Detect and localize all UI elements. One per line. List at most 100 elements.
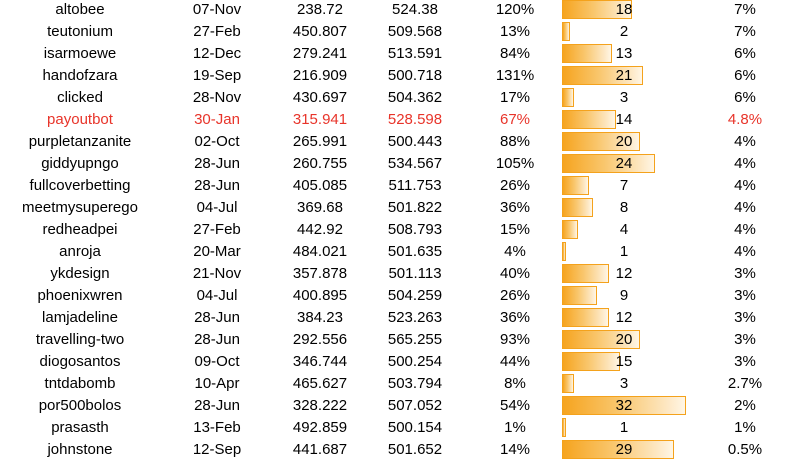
percent-cell: 4%	[504, 243, 526, 260]
table-row[interactable]: fullcoverbetting 28-Jun 405.085 511.753 26% 7…	[0, 175, 791, 197]
user-name-cell: handofzara	[42, 67, 118, 84]
table-row[interactable]: meetmysuperego 04-Jul 369.68 501.822 36% 8 4%	[0, 197, 791, 219]
value-a-cell: 450.807	[292, 23, 348, 40]
data-bar	[562, 66, 643, 85]
value-b-cell: 509.568	[387, 23, 443, 40]
percent-cell: 13%	[499, 23, 531, 40]
table-row[interactable]: por500bolos 28-Jun 328.222 507.052 54% 32 2%	[0, 395, 791, 417]
table-row[interactable]: diogosantos 09-Oct 346.744 500.254 44% 15 3%	[0, 351, 791, 373]
table-row[interactable]: redheadpei 27-Feb 442.92 508.793 15% 4 4%	[0, 219, 791, 241]
value-a-cell: 405.085	[292, 177, 348, 194]
table-row[interactable]: ykdesign 21-Nov 357.878 501.113 40% 12 3%	[0, 263, 791, 285]
count-value: 15	[615, 353, 633, 370]
share-cell: 4%	[734, 221, 756, 238]
user-name-cell: lamjadeline	[42, 309, 118, 326]
value-b-cell: 534.567	[387, 155, 443, 172]
date-cell: 27-Feb	[193, 221, 241, 238]
value-a-cell: 492.859	[292, 419, 348, 436]
data-bar	[562, 154, 655, 173]
date-cell: 28-Jun	[194, 397, 240, 414]
value-b-cell: 501.113	[388, 265, 442, 282]
value-b-cell: 500.254	[387, 353, 443, 370]
value-b-cell: 501.822	[387, 199, 443, 216]
value-a-cell: 279.241	[292, 45, 348, 62]
value-b-cell: 508.793	[387, 221, 443, 238]
share-cell: 7%	[734, 1, 756, 18]
percent-cell: 8%	[504, 375, 526, 392]
table-row[interactable]: purpletanzanite 02-Oct 265.991 500.443 88% 20…	[0, 131, 791, 153]
data-bar-cell: 14	[562, 109, 694, 131]
count-value: 3	[619, 375, 629, 392]
table-row[interactable]: giddyupngo 28-Jun 260.755 534.567 105% 24 4%	[0, 153, 791, 175]
percent-cell: 84%	[499, 45, 531, 62]
table-row[interactable]: teutonium 27-Feb 450.807 509.568 13% 2 7%	[0, 21, 791, 43]
table-row[interactable]: travelling-two 28-Jun 292.556 565.255 93% 20 3…	[0, 329, 791, 351]
value-a-cell: 265.991	[292, 133, 348, 150]
user-name-cell: isarmoewe	[43, 45, 117, 62]
table-row[interactable]: anroja 20-Mar 484.021 501.635 4% 1 4%	[0, 241, 791, 263]
percent-cell: 15%	[499, 221, 531, 238]
data-bar-cell: 18	[562, 0, 694, 21]
value-b-cell: 500.718	[387, 67, 443, 84]
value-b-cell: 504.259	[387, 287, 443, 304]
percent-cell: 14%	[499, 441, 531, 458]
value-b-cell: 504.362	[387, 89, 443, 106]
data-bar-cell: 20	[562, 131, 694, 153]
table-row[interactable]: lamjadeline 28-Jun 384.23 523.263 36% 12 3%	[0, 307, 791, 329]
percent-cell: 105%	[495, 155, 535, 172]
table-row[interactable]: altobee 07-Nov 238.72 524.38 120% 18 7%	[0, 0, 791, 21]
user-name-cell: meetmysuperego	[22, 199, 138, 216]
count-value: 12	[615, 265, 633, 282]
value-b-cell: 511.753	[388, 177, 442, 194]
table-row[interactable]: johnstone 12-Sep 441.687 501.652 14% 29 0.5%	[0, 439, 791, 461]
value-a-cell: 384.23	[297, 309, 343, 326]
value-a-cell: 216.909	[292, 67, 348, 84]
user-name-cell: payoutbot	[47, 111, 113, 128]
data-bar	[562, 220, 578, 239]
user-name-cell: prasasth	[51, 419, 109, 436]
percent-cell: 120%	[495, 1, 535, 18]
share-cell: 3%	[734, 265, 756, 282]
data-bar	[562, 132, 640, 151]
percent-cell: 36%	[499, 309, 531, 326]
count-value: 8	[619, 199, 629, 216]
user-name-cell: por500bolos	[38, 397, 122, 414]
date-cell: 07-Nov	[192, 1, 242, 18]
data-bar-cell: 29	[562, 439, 694, 461]
value-b-cell: 501.652	[387, 441, 443, 458]
table-row[interactable]: clicked 28-Nov 430.697 504.362 17% 3 6%	[0, 87, 791, 109]
percent-cell: 131%	[495, 67, 535, 84]
count-value: 9	[619, 287, 629, 304]
percent-cell: 67%	[499, 111, 531, 128]
percent-cell: 26%	[499, 287, 531, 304]
table-row[interactable]: phoenixwren 04-Jul 400.895 504.259 26% 9 3%	[0, 285, 791, 307]
date-cell: 30-Jan	[194, 111, 240, 128]
data-bar	[562, 44, 612, 63]
count-value: 29	[615, 441, 633, 458]
table-row[interactable]: payoutbot 30-Jan 315.941 528.598 67% 14 4.8%	[0, 109, 791, 131]
value-a-cell: 465.627	[292, 375, 348, 392]
data-bar	[562, 418, 566, 437]
table-row[interactable]: tntdabomb 10-Apr 465.627 503.794 8% 3 2.7%	[0, 373, 791, 395]
table-row[interactable]: isarmoewe 12-Dec 279.241 513.591 84% 13 6%	[0, 43, 791, 65]
value-a-cell: 400.895	[292, 287, 348, 304]
data-bar	[562, 22, 570, 41]
data-bar-cell: 4	[562, 219, 694, 241]
count-value: 20	[615, 133, 633, 150]
date-cell: 09-Oct	[194, 353, 240, 370]
value-b-cell: 513.591	[387, 45, 443, 62]
date-cell: 27-Feb	[193, 23, 241, 40]
date-cell: 04-Jul	[196, 287, 238, 304]
percent-cell: 44%	[499, 353, 531, 370]
data-bar	[562, 286, 597, 305]
data-bar	[562, 88, 574, 107]
data-bar-cell: 3	[562, 373, 694, 395]
data-bar	[562, 352, 620, 371]
table-row[interactable]: handofzara 19-Sep 216.909 500.718 131% 21 6%	[0, 65, 791, 87]
data-bar	[562, 374, 574, 393]
count-value: 14	[615, 111, 633, 128]
table-row[interactable]: prasasth 13-Feb 492.859 500.154 1% 1 1%	[0, 417, 791, 439]
data-bar-cell: 15	[562, 351, 694, 373]
user-name-cell: tntdabomb	[44, 375, 116, 392]
